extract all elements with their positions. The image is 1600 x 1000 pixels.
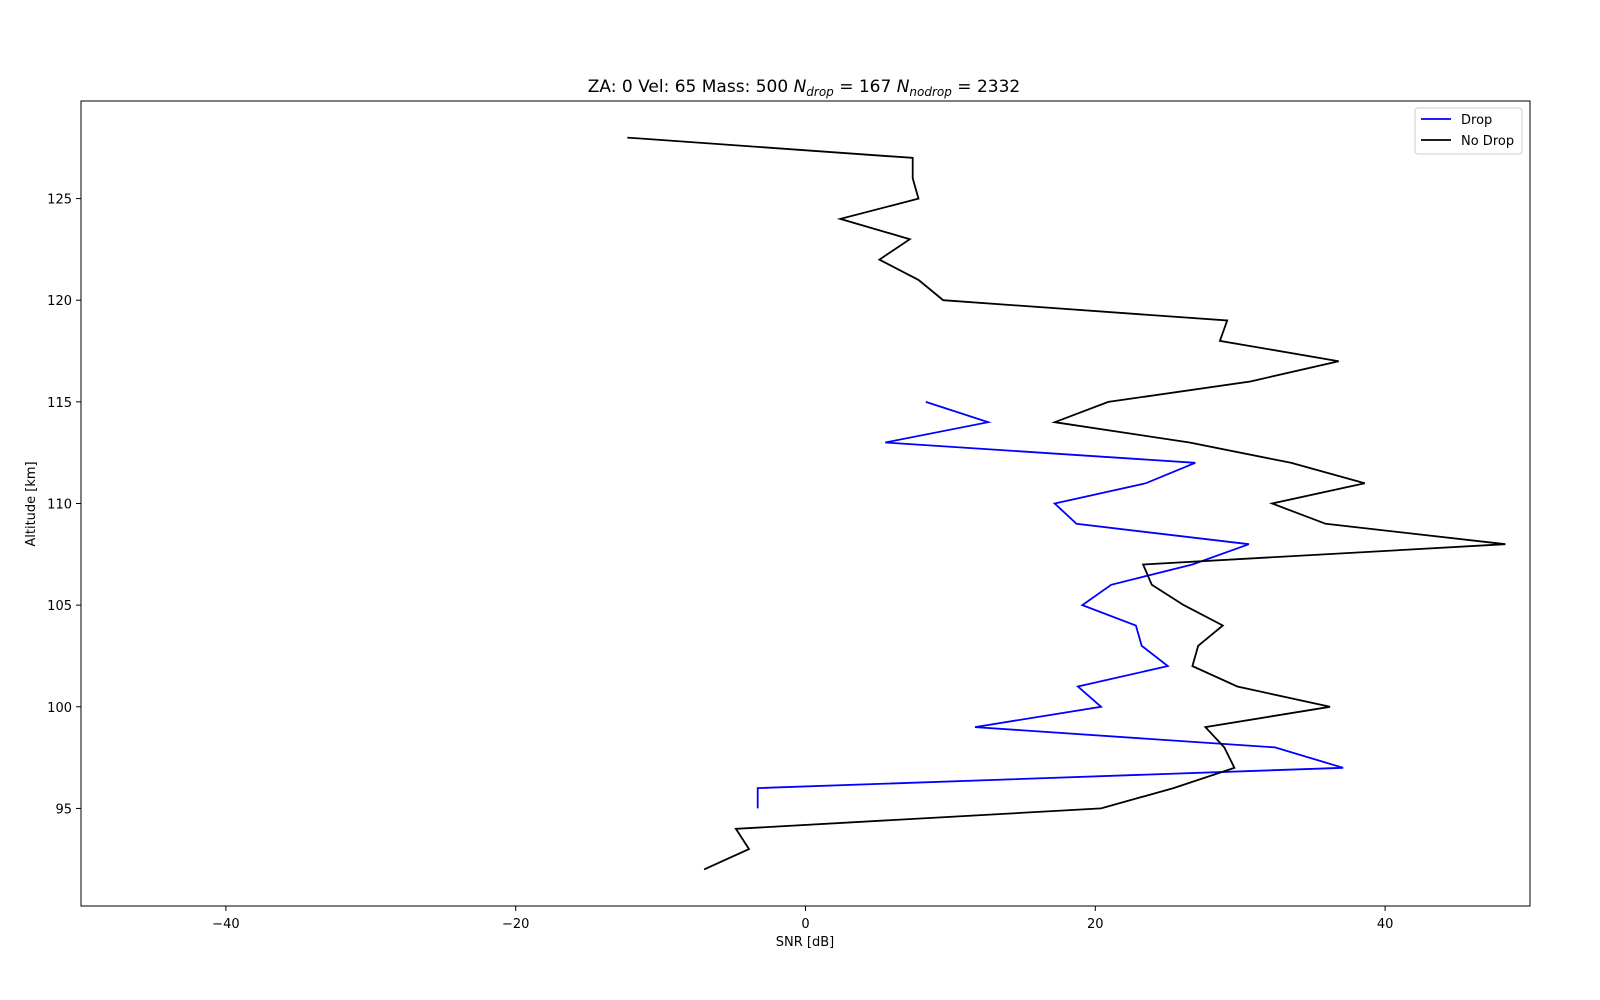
series-line-drop [756, 401, 1344, 809]
y-tick-label: 125 [47, 193, 72, 208]
legend-label-drop: Drop [1461, 113, 1492, 128]
legend: Drop No Drop [1414, 107, 1523, 155]
title-n-drop-symbol: N [794, 77, 807, 97]
title-n-nodrop-value: = 2332 [952, 77, 1020, 97]
y-tick-label: 110 [47, 498, 72, 513]
x-axis-label: SNR [dB] [776, 935, 834, 950]
ticks-layer: −40 −20 0 20 40 95 100 105 110 115 120 125 [47, 193, 1393, 932]
x-tick-label: 20 [1087, 917, 1104, 932]
x-tick-label: 0 [801, 917, 809, 932]
x-tick-label: −40 [212, 917, 239, 932]
y-tick-label: 105 [47, 599, 72, 614]
series-layer [627, 136, 1506, 871]
x-tick-label: −20 [502, 917, 529, 932]
y-tick-label: 115 [47, 396, 72, 411]
y-tick-label: 100 [47, 701, 72, 716]
chart-title: ZA: 0 Vel: 65 Mass: 500 Ndrop = 167 Nnod… [588, 77, 1020, 99]
title-n-drop-value: = 167 [834, 77, 897, 97]
x-tick-label: 40 [1377, 917, 1394, 932]
y-axis-label: Altitude [km] [24, 461, 39, 546]
title-n-nodrop-symbol: N [897, 77, 910, 97]
y-tick-label: 120 [47, 294, 72, 309]
title-n-nodrop-subscript: nodrop [909, 85, 952, 99]
title-n-drop-subscript: drop [806, 85, 834, 99]
legend-label-no-drop: No Drop [1461, 134, 1514, 149]
series-line-no-drop [627, 136, 1506, 871]
plot-frame [80, 100, 1531, 907]
title-prefix: ZA: 0 Vel: 65 Mass: 500 [588, 77, 794, 97]
y-tick-label: 95 [55, 802, 72, 817]
